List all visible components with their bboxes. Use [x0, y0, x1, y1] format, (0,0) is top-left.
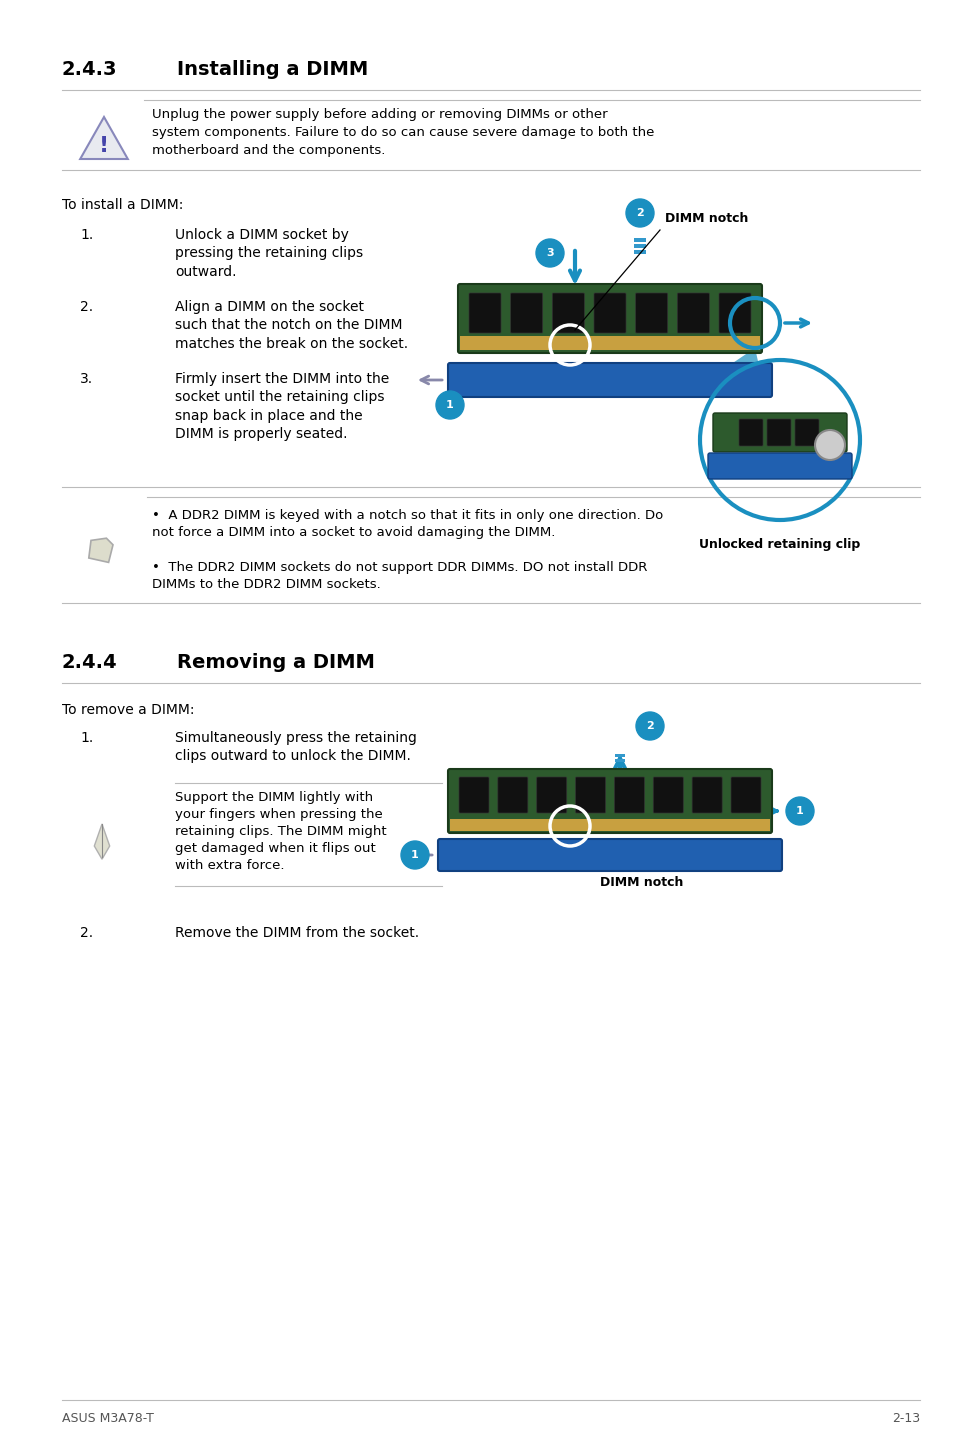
Text: 2.4.3: 2.4.3: [62, 60, 117, 79]
Text: 2: 2: [636, 209, 643, 219]
Circle shape: [625, 198, 654, 227]
Circle shape: [400, 841, 429, 869]
FancyBboxPatch shape: [469, 293, 500, 334]
Text: system components. Failure to do so can cause severe damage to both the: system components. Failure to do so can …: [152, 127, 654, 139]
Circle shape: [814, 430, 844, 460]
Text: ASUS M3A78-T: ASUS M3A78-T: [62, 1412, 153, 1425]
Text: DIMM notch: DIMM notch: [599, 876, 682, 889]
FancyBboxPatch shape: [712, 413, 846, 452]
Text: 1.: 1.: [80, 731, 93, 745]
FancyBboxPatch shape: [448, 362, 771, 397]
Circle shape: [536, 239, 563, 267]
Text: 1.: 1.: [80, 229, 93, 242]
Text: 1: 1: [796, 807, 803, 815]
FancyBboxPatch shape: [457, 283, 761, 352]
FancyBboxPatch shape: [707, 453, 851, 479]
Text: Support the DIMM lightly with
your fingers when pressing the
retaining clips. Th: Support the DIMM lightly with your finge…: [174, 791, 386, 871]
Circle shape: [785, 797, 813, 825]
FancyBboxPatch shape: [459, 336, 760, 349]
FancyBboxPatch shape: [448, 769, 771, 833]
FancyBboxPatch shape: [510, 293, 542, 334]
Polygon shape: [80, 116, 128, 160]
Text: Simultaneously press the retaining
clips outward to unlock the DIMM.: Simultaneously press the retaining clips…: [174, 731, 416, 764]
FancyBboxPatch shape: [634, 244, 645, 247]
Text: Removing a DIMM: Removing a DIMM: [177, 653, 375, 672]
FancyBboxPatch shape: [719, 293, 750, 334]
Text: DIMM notch: DIMM notch: [664, 211, 747, 224]
FancyBboxPatch shape: [634, 250, 645, 255]
FancyBboxPatch shape: [730, 777, 760, 812]
Text: 3.: 3.: [80, 372, 93, 385]
Polygon shape: [89, 538, 112, 562]
FancyBboxPatch shape: [766, 418, 790, 446]
Text: 2.: 2.: [80, 926, 93, 940]
Text: 2: 2: [645, 720, 653, 731]
Text: 2.: 2.: [80, 301, 93, 313]
FancyBboxPatch shape: [458, 777, 489, 812]
FancyBboxPatch shape: [677, 293, 709, 334]
Text: 2.4.4: 2.4.4: [62, 653, 117, 672]
FancyBboxPatch shape: [615, 754, 624, 756]
Text: To install a DIMM:: To install a DIMM:: [62, 198, 183, 211]
Text: Unlock a DIMM socket by
pressing the retaining clips
outward.: Unlock a DIMM socket by pressing the ret…: [174, 229, 363, 279]
FancyBboxPatch shape: [437, 838, 781, 871]
Text: Firmly insert the DIMM into the
socket until the retaining clips
snap back in pl: Firmly insert the DIMM into the socket u…: [174, 372, 389, 441]
Text: 3: 3: [546, 247, 554, 257]
Text: Unplug the power supply before adding or removing DIMMs or other: Unplug the power supply before adding or…: [152, 108, 607, 121]
FancyBboxPatch shape: [537, 777, 566, 812]
Polygon shape: [714, 348, 760, 375]
Text: To remove a DIMM:: To remove a DIMM:: [62, 703, 194, 718]
Text: Remove the DIMM from the socket.: Remove the DIMM from the socket.: [174, 926, 418, 940]
Text: 1: 1: [411, 850, 418, 860]
Text: !: !: [99, 137, 109, 157]
FancyBboxPatch shape: [614, 777, 644, 812]
Text: motherboard and the components.: motherboard and the components.: [152, 144, 385, 157]
FancyBboxPatch shape: [552, 293, 584, 334]
Text: Installing a DIMM: Installing a DIMM: [177, 60, 368, 79]
Text: •  A DDR2 DIMM is keyed with a notch so that it fits in only one direction. Do
n: • A DDR2 DIMM is keyed with a notch so t…: [152, 509, 662, 539]
FancyBboxPatch shape: [575, 777, 605, 812]
FancyBboxPatch shape: [635, 293, 667, 334]
Polygon shape: [94, 824, 110, 858]
Text: Unlocked retaining clip: Unlocked retaining clip: [699, 538, 860, 551]
FancyBboxPatch shape: [497, 777, 527, 812]
Text: 2-13: 2-13: [891, 1412, 919, 1425]
Text: 1: 1: [446, 400, 454, 410]
Circle shape: [636, 712, 663, 741]
FancyBboxPatch shape: [450, 820, 769, 831]
FancyBboxPatch shape: [653, 777, 682, 812]
FancyBboxPatch shape: [615, 759, 624, 762]
FancyBboxPatch shape: [634, 239, 645, 242]
FancyBboxPatch shape: [692, 777, 721, 812]
Circle shape: [436, 391, 463, 418]
Text: •  The DDR2 DIMM sockets do not support DDR DIMMs. DO not install DDR
DIMMs to t: • The DDR2 DIMM sockets do not support D…: [152, 561, 647, 591]
FancyBboxPatch shape: [739, 418, 762, 446]
FancyBboxPatch shape: [794, 418, 818, 446]
Text: Align a DIMM on the socket
such that the notch on the DIMM
matches the break on : Align a DIMM on the socket such that the…: [174, 301, 408, 351]
FancyBboxPatch shape: [594, 293, 625, 334]
